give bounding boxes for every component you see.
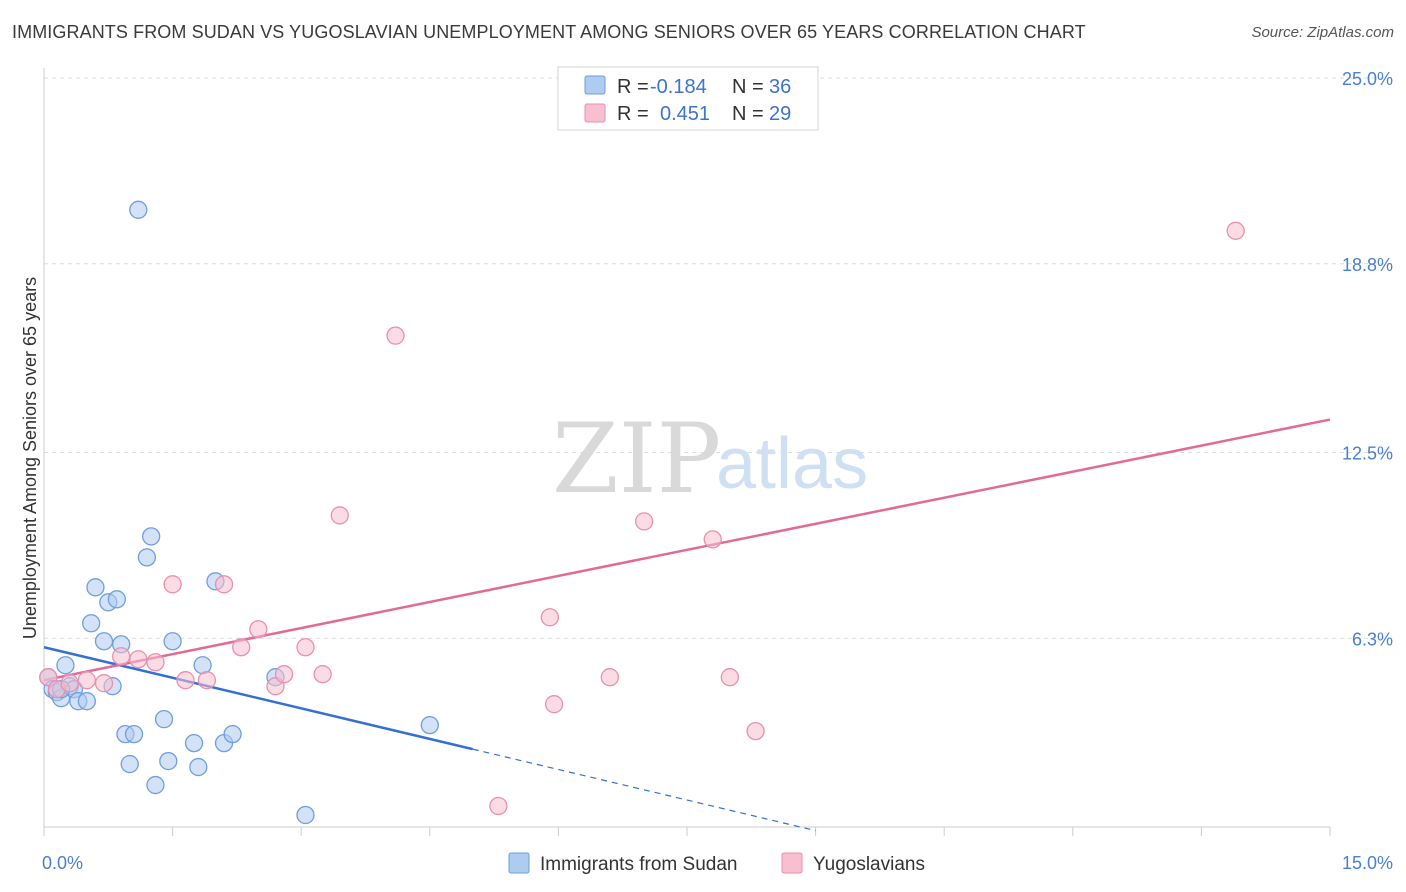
bottom-legend: Immigrants from Sudan Yugoslavians xyxy=(508,852,925,875)
point-yugoslavians xyxy=(703,530,722,549)
point-sudan xyxy=(120,754,139,774)
y-tick-label: 12.5% xyxy=(1342,444,1393,464)
data-points xyxy=(39,200,1245,825)
point-sudan xyxy=(146,775,165,795)
legend-swatch-yugoslavians xyxy=(584,103,606,123)
point-yugoslavians xyxy=(60,674,79,693)
point-yugoslavians xyxy=(544,695,564,714)
point-sudan xyxy=(223,724,242,744)
trendline-sudan xyxy=(43,646,473,751)
point-yugoslavians xyxy=(296,638,315,657)
legend-n-value-sudan: 36 xyxy=(769,76,791,98)
x-tick-label-max: 15.0% xyxy=(1342,853,1393,873)
point-yugoslavians xyxy=(313,665,332,684)
point-yugoslavians xyxy=(214,575,234,594)
point-sudan xyxy=(56,656,75,675)
chart-title: IMMIGRANTS FROM SUDAN VS YUGOSLAVIAN UNE… xyxy=(12,22,1086,42)
point-yugoslavians xyxy=(386,326,405,345)
bottom-legend-swatch-sudan xyxy=(508,852,530,874)
watermark-atlas: atlas xyxy=(716,424,868,504)
legend-r-label-sudan: R = xyxy=(617,76,649,98)
point-yugoslavians xyxy=(274,665,294,684)
bottom-legend-label-sudan: Immigrants from Sudan xyxy=(540,854,737,875)
source-credit: Source: ZipAtlas.com xyxy=(1251,24,1394,41)
grid-lines xyxy=(44,77,1394,639)
point-yugoslavians xyxy=(746,721,765,741)
y-tick-label: 6.3% xyxy=(1352,629,1393,649)
point-yugoslavians xyxy=(720,668,740,687)
point-yugoslavians xyxy=(330,506,349,525)
point-yugoslavians xyxy=(163,575,182,594)
x-tick-label-min: 0.0% xyxy=(42,853,83,873)
trendline-sudan-extension xyxy=(472,748,816,832)
legend-swatch-sudan xyxy=(584,75,606,95)
point-yugoslavians xyxy=(77,671,97,690)
point-sudan xyxy=(154,709,174,729)
point-sudan xyxy=(142,527,161,546)
point-yugoslavians xyxy=(1226,221,1245,240)
point-yugoslavians xyxy=(94,674,114,693)
watermark-zip: ZIP xyxy=(552,403,721,515)
point-yugoslavians xyxy=(197,671,217,690)
point-sudan xyxy=(193,656,212,675)
point-sudan xyxy=(159,751,178,771)
point-yugoslavians xyxy=(176,671,195,690)
y-tick-label: 18.8% xyxy=(1342,255,1393,275)
point-yugoslavians xyxy=(634,512,654,531)
point-sudan xyxy=(184,733,204,753)
y-axis-label: Unemployment Among Seniors over 65 years xyxy=(20,277,40,639)
point-yugoslavians xyxy=(489,796,508,816)
point-yugoslavians xyxy=(249,620,268,639)
point-sudan xyxy=(163,632,182,651)
point-sudan xyxy=(86,578,105,597)
axes xyxy=(43,68,1331,836)
legend-n-value-yugoslavians: 29 xyxy=(769,103,791,125)
y-tick-label: 25.0% xyxy=(1342,69,1393,89)
point-sudan xyxy=(124,724,144,744)
point-yugoslavians xyxy=(112,647,131,666)
point-sudan xyxy=(296,805,315,825)
point-sudan xyxy=(94,632,114,651)
legend-n-label-sudan: N = xyxy=(732,76,764,98)
point-sudan xyxy=(77,692,97,711)
bottom-legend-swatch-yugoslavians xyxy=(781,852,803,874)
point-sudan xyxy=(82,614,101,633)
legend-r-label-yugoslavians: R = xyxy=(617,103,649,125)
point-yugoslavians xyxy=(232,638,251,657)
legend-r-value-yugoslavians: 0.451 xyxy=(660,103,710,125)
point-yugoslavians xyxy=(540,608,559,627)
legend-box: R = -0.184 N = 36 R = 0.451 N = 29 xyxy=(557,66,819,131)
point-sudan xyxy=(189,757,208,777)
point-sudan xyxy=(137,548,157,567)
bottom-legend-label-yugoslavians: Yugoslavians xyxy=(813,854,925,875)
watermark: ZIP atlas xyxy=(552,403,868,515)
point-sudan xyxy=(129,200,148,219)
point-sudan xyxy=(107,590,127,609)
point-sudan xyxy=(420,715,439,735)
point-yugoslavians xyxy=(600,668,619,687)
legend-n-label-yugoslavians: N = xyxy=(732,103,764,125)
point-yugoslavians xyxy=(129,650,148,669)
y-tick-labels: 6.3% 12.5% 18.8% 25.0% xyxy=(1342,69,1393,649)
legend-r-value-sudan: -0.184 xyxy=(650,76,707,98)
point-yugoslavians xyxy=(146,653,165,672)
